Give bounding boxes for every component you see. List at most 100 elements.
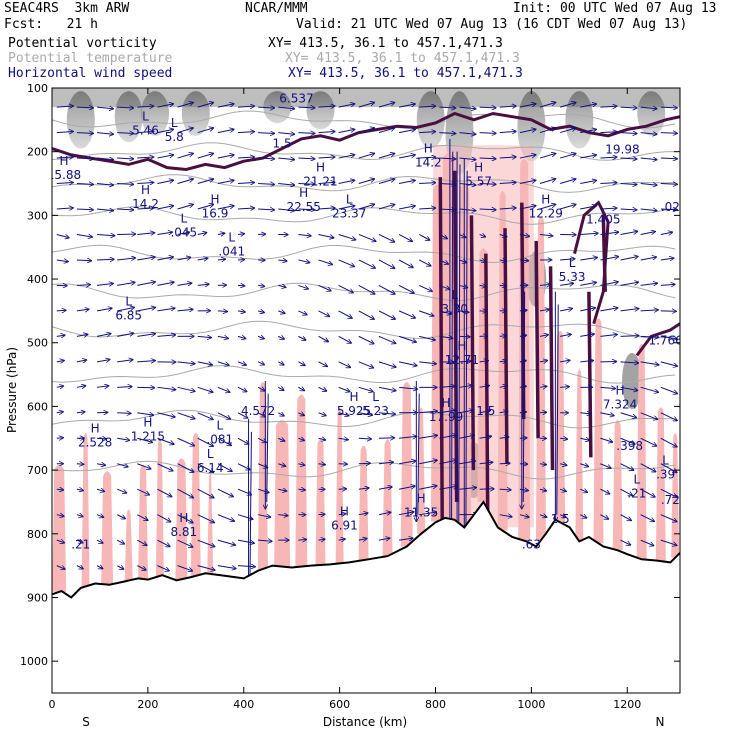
wind-vector	[298, 107, 314, 108]
extrema-value: .02	[661, 200, 680, 214]
wind-vector	[318, 438, 326, 440]
wind-vector	[600, 413, 613, 416]
wind-vector	[539, 179, 555, 185]
wind-vector	[600, 387, 615, 388]
wind-vector	[197, 488, 214, 497]
wind-vector	[237, 183, 254, 184]
wind-vector	[298, 540, 306, 541]
wind-vector	[157, 539, 169, 546]
cloud-patch	[622, 352, 643, 409]
extrema-marker: L	[180, 211, 187, 225]
wind-vector	[600, 514, 608, 519]
wind-vector	[640, 386, 658, 392]
wind-vector	[479, 184, 496, 185]
wind-vector	[600, 257, 618, 261]
wind-vector	[358, 204, 374, 210]
wind-vector	[197, 463, 213, 472]
extrema-value: 5.33	[559, 270, 586, 284]
wind-vector	[519, 104, 536, 108]
wind-vector	[298, 362, 304, 365]
wind-vector	[459, 158, 475, 160]
wind-vector	[76, 209, 93, 210]
wind-vector	[137, 488, 149, 494]
wind-vector	[439, 107, 455, 108]
theta-contour	[52, 206, 676, 225]
wind-vector	[660, 386, 677, 393]
wind-vector	[197, 539, 215, 546]
extrema-value: .39	[656, 467, 675, 481]
wind-vector	[177, 309, 193, 310]
wind-vector	[419, 284, 432, 291]
wind-vector	[258, 133, 274, 134]
wind-vector	[338, 335, 351, 343]
wind-vector	[278, 260, 286, 261]
extrema-value: 23.37	[332, 206, 366, 220]
extrema-marker: L	[142, 110, 149, 124]
wind-vector	[76, 515, 83, 517]
wind-vector	[338, 104, 355, 108]
wind-vector	[358, 259, 375, 268]
extrema-marker: L	[171, 116, 178, 130]
wind-vector	[237, 488, 251, 494]
wind-vector	[539, 309, 549, 310]
wind-vector	[177, 232, 190, 234]
wind-vector	[560, 360, 570, 362]
wind-vector	[217, 412, 230, 419]
wind-vector	[419, 460, 437, 465]
wind-vector	[479, 158, 496, 159]
wind-vector	[338, 180, 355, 185]
wind-vector	[278, 311, 284, 313]
wind-vector	[257, 412, 265, 417]
wind-vector	[137, 565, 145, 570]
wind-vector	[519, 489, 528, 490]
wind-vector	[539, 464, 546, 465]
wind-vector	[117, 158, 133, 159]
wind-vector	[137, 463, 150, 469]
wind-vector	[76, 158, 93, 159]
extrema-value: 3.30	[441, 302, 468, 316]
wind-vector	[97, 438, 106, 439]
wind-vector	[439, 284, 449, 289]
pv-shaded-region	[155, 439, 164, 576]
theta-contour	[52, 282, 676, 302]
wind-vector	[157, 257, 172, 261]
wind-vector-vertical	[522, 291, 526, 502]
wind-vector	[580, 489, 587, 492]
wind-vector	[378, 413, 395, 414]
forecast-hour: Fcst: 21 h	[4, 17, 98, 32]
valid-time: Valid: 21 UTC Wed 07 Aug 13 (16 CDT Wed …	[296, 17, 688, 32]
extrema-marker: L	[451, 288, 458, 302]
wind-vector	[600, 463, 610, 468]
wind-vector	[177, 154, 193, 159]
wind-vector	[398, 512, 414, 516]
wind-vector	[338, 386, 350, 391]
wind-vector	[358, 463, 370, 464]
wind-vector	[580, 155, 596, 159]
wind-vector	[419, 435, 437, 439]
wind-vector	[459, 435, 474, 439]
wind-vector	[559, 515, 565, 518]
wind-vector	[378, 462, 393, 464]
theta-contour	[52, 365, 676, 384]
extrema-value: .63	[522, 538, 541, 552]
extrema-value: 15.88	[47, 168, 81, 182]
pv-shaded-region	[400, 381, 413, 547]
axes-layer: 100 200 300 400 500 600 700 800 900 1000 0 200 400 60…	[20, 82, 680, 711]
extrema-value: .72	[661, 493, 680, 507]
pv-shaded-region	[382, 439, 393, 557]
pv-contour-tower	[534, 240, 540, 439]
pv-contour-tower	[587, 291, 593, 458]
wind-vector	[560, 309, 572, 311]
wind-vector	[137, 361, 154, 362]
extrema-marker: L	[125, 294, 132, 308]
wind-vector	[479, 107, 496, 108]
wind-vector	[257, 387, 264, 390]
wind-vector	[157, 104, 173, 108]
pv-shaded-region	[593, 318, 604, 544]
wind-vector	[519, 310, 527, 311]
wind-vector	[217, 463, 232, 471]
wind-vector-vertical	[266, 393, 269, 502]
wind-vector	[519, 335, 526, 336]
theta-contour	[52, 460, 676, 480]
wind-vector	[439, 310, 451, 314]
